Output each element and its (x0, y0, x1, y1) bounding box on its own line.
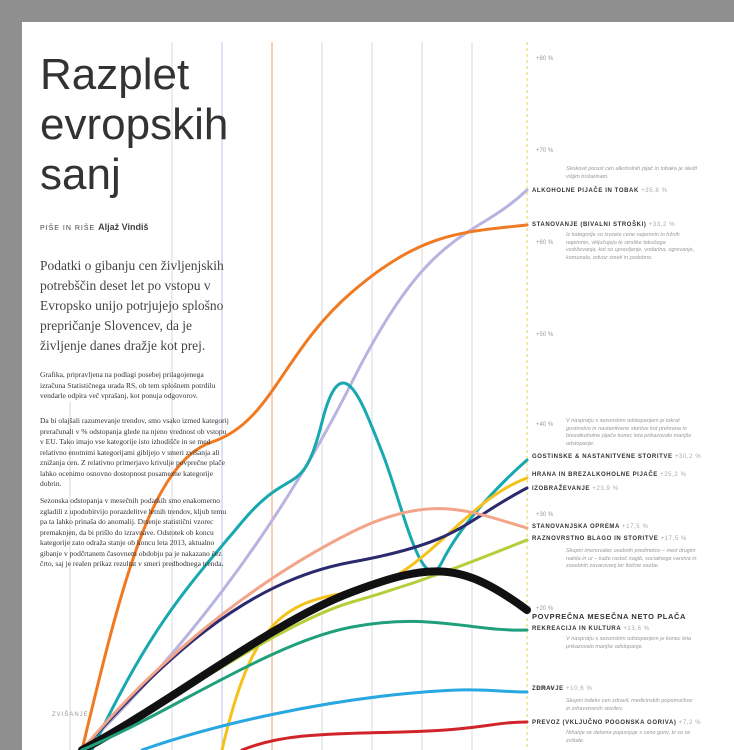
category-change: +10,6 % (566, 686, 593, 692)
category-name: STANOVANJSKA OPREMA (532, 524, 620, 530)
byline: PIŠE IN RIŠE Aljaž Vindiš (40, 222, 149, 232)
category-label: ZDRAVJE +10,6 % (532, 686, 592, 692)
paragraph: Sezonska odstopanja v mesečnih podatkih … (40, 496, 227, 568)
axis-label: +50 % (536, 332, 554, 338)
category-note: Skokovit porast cen alkoholnih pijač in … (566, 166, 697, 180)
lead: Podatki o gibanju cen življenjskih potre… (40, 258, 224, 353)
category-change: +13,6 % (623, 626, 650, 632)
category-label: ALKOHOLNE PIJAČE IN TOBAK +35,8 % (532, 188, 668, 194)
category-label: POVPREČNA MESEČNA NETO PLAČA (532, 612, 686, 621)
category-change: +7,2 % (678, 720, 702, 726)
category-name: REKREACIJA IN KULTURA (532, 626, 622, 632)
byline-label: PIŠE IN RIŠE (40, 225, 96, 232)
category-name: STANOVANJE (BIVALNI STROŠKI) (532, 222, 647, 228)
category-change: +35,8 % (641, 188, 668, 194)
category-label: REKREACIJA IN KULTURA +13,6 % (532, 626, 650, 632)
category-name: PREVOZ (VKLJUČNO POGONSKA GORIVA) (532, 720, 677, 726)
magazine-page: Razplet evropskih sanj PIŠE IN RIŠE Alja… (22, 22, 734, 750)
paragraph: Da bi olajšali razumevanje trendov, smo … (40, 416, 229, 488)
category-label: HRANA IN BREZALKOHOLNE PIJAČE +25,2 % (532, 472, 687, 478)
category-note: Skupni indeks cen zdravil, medicinskih p… (566, 698, 693, 712)
category-name: ZDRAVJE (532, 686, 564, 692)
category-name: IZOBRAŽEVANJE (532, 486, 591, 492)
category-note: V nasprotju s sezonskim odstopanjem je t… (566, 418, 692, 447)
category-note: V nasprotju s sezonskim odstopanjem je k… (566, 636, 692, 650)
category-change: +17,5 % (660, 536, 687, 542)
category-name: HRANA IN BREZALKOHOLNE PIJAČE (532, 472, 658, 478)
category-note: Iz kategorije so izvzete cene najemnin i… (566, 232, 695, 261)
category-change: +25,2 % (660, 472, 687, 478)
category-label: IZOBRAŽEVANJE +23,9 % (532, 486, 619, 492)
axis-label: +70 % (536, 148, 554, 154)
category-label: GOSTINSKE & NASTANITVENE STORITVE +30,2 … (532, 454, 701, 460)
category-label: RAZNOVRSTNO BLAGO IN STORITVE +17,5 % (532, 536, 687, 542)
category-name: RAZNOVRSTNO BLAGO IN STORITVE (532, 536, 659, 542)
axis-label: +60 % (536, 240, 554, 246)
category-label: STANOVANJSKA OPREMA +17,5 % (532, 524, 648, 530)
category-change: +17,5 % (622, 524, 649, 530)
category-label: STANOVANJE (BIVALNI STROŠKI) +33,2 % (532, 222, 675, 228)
axis-label: +40 % (536, 422, 554, 428)
axis-label: +20 % (536, 606, 554, 612)
chart-graphic (69, 42, 531, 750)
category-name: GOSTINSKE & NASTANITVENE STORITVE (532, 454, 673, 460)
category-note: Nihanje se deloma pojasnjuje s ceno gori… (566, 730, 691, 744)
corner-label: ZVIŠANJE (52, 712, 89, 718)
byline-name: Aljaž Vindiš (98, 222, 149, 232)
category-change: +30,2 % (674, 454, 702, 460)
axis-label: +30 % (536, 512, 554, 518)
category-change: +33,2 % (648, 222, 676, 228)
paragraph: Grafika, pripravljena na podlagi posebej… (40, 370, 216, 400)
category-name: POVPREČNA MESEČNA NETO PLAČA (532, 612, 687, 621)
category-change: +23,9 % (592, 486, 619, 492)
axis-label: +80 % (536, 56, 554, 62)
category-name: ALKOHOLNE PIJAČE IN TOBAK (532, 188, 639, 194)
category-note: Skupni imenovalec osebnih predmetov – me… (566, 548, 697, 569)
title: Razplet evropskih sanj (40, 50, 229, 199)
axis-label: +10 % (536, 686, 554, 692)
category-label: PREVOZ (VKLJUČNO POGONSKA GORIVA) +7,2 % (532, 720, 701, 726)
